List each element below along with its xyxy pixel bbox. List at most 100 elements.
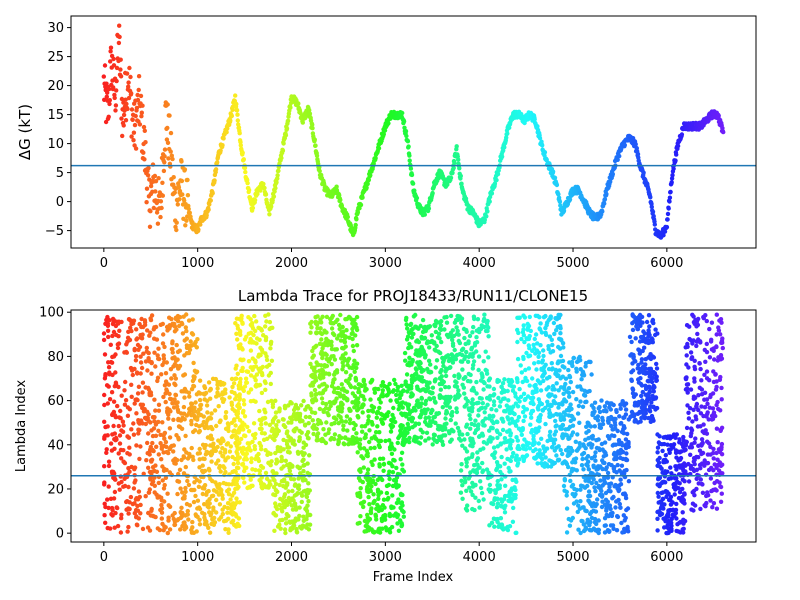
bottom-data-point xyxy=(151,426,157,431)
top-data-point xyxy=(288,105,293,110)
bottom-data-point xyxy=(252,313,257,319)
bottom-data-point xyxy=(362,529,367,534)
bottom-data-point xyxy=(204,423,209,428)
bottom-data-point xyxy=(426,358,432,363)
bottom-data-point xyxy=(504,403,509,408)
bottom-data-point xyxy=(145,525,151,530)
bottom-data-point xyxy=(402,350,408,356)
bottom-data-point xyxy=(172,373,177,378)
bottom-data-point xyxy=(226,428,231,434)
bottom-data-point xyxy=(138,444,143,449)
bottom-data-point xyxy=(241,451,246,456)
bottom-data-point xyxy=(513,530,518,536)
bottom-data-point xyxy=(149,459,154,464)
bottom-data-point xyxy=(182,338,187,343)
bottom-data-point xyxy=(317,341,323,346)
bottom-data-point xyxy=(282,403,288,409)
top-x-tick-label: 4000 xyxy=(463,256,496,271)
bottom-data-point xyxy=(190,519,195,525)
bottom-data-point xyxy=(421,325,427,330)
bottom-data-point xyxy=(245,424,250,430)
bottom-data-point xyxy=(275,489,280,494)
bottom-data-point xyxy=(116,423,122,429)
top-data-point xyxy=(337,193,342,198)
bottom-data-point xyxy=(502,526,508,531)
top-data-point xyxy=(451,165,456,171)
top-data-point xyxy=(485,209,490,214)
top-data-point xyxy=(119,116,124,121)
bottom-data-point xyxy=(252,444,257,449)
top-data-point xyxy=(556,192,561,197)
bottom-data-point xyxy=(377,464,382,469)
bottom-data-point xyxy=(243,433,248,439)
top-data-point xyxy=(215,160,220,165)
bottom-data-point xyxy=(197,517,202,522)
bottom-data-point xyxy=(413,312,418,318)
bottom-data-point xyxy=(123,379,128,385)
bottom-data-point xyxy=(307,453,312,458)
bottom-data-point xyxy=(526,366,532,371)
bottom-data-point xyxy=(438,387,443,392)
top-data-point xyxy=(455,154,460,159)
bottom-data-point xyxy=(200,463,205,468)
bottom-data-point xyxy=(249,459,254,465)
bottom-data-point xyxy=(271,477,276,482)
top-data-point xyxy=(121,112,127,118)
bottom-data-point xyxy=(129,427,134,432)
top-data-point xyxy=(127,65,132,71)
bottom-data-point xyxy=(279,466,284,471)
bottom-data-point xyxy=(329,343,334,348)
bottom-data-point xyxy=(156,452,161,457)
bottom-data-point xyxy=(156,408,162,413)
bottom-data-point xyxy=(185,456,191,461)
bottom-data-point xyxy=(450,360,456,365)
bottom-data-point xyxy=(306,499,311,504)
bottom-data-point xyxy=(326,340,331,346)
bottom-data-point xyxy=(336,322,342,328)
bottom-data-point xyxy=(486,325,491,330)
bottom-data-point xyxy=(311,353,316,358)
bottom-data-point xyxy=(256,451,261,457)
top-data-point xyxy=(617,153,622,159)
bottom-data-point xyxy=(217,502,223,507)
bottom-data-point xyxy=(221,464,226,469)
bottom-data-point xyxy=(190,454,195,459)
bottom-data-point xyxy=(463,457,469,462)
bottom-data-point xyxy=(260,486,265,491)
bottom-data-point xyxy=(150,433,156,439)
bottom-data-point xyxy=(281,483,286,489)
bottom-data-point xyxy=(381,468,386,473)
bottom-data-point xyxy=(366,414,371,419)
bottom-data-point xyxy=(156,356,161,361)
top-data-point xyxy=(128,74,133,80)
bottom-data-point xyxy=(198,412,204,418)
bottom-data-point xyxy=(142,318,148,323)
bottom-data-point xyxy=(354,314,360,320)
bottom-data-point xyxy=(253,378,258,383)
bottom-data-point xyxy=(299,418,305,424)
bottom-data-point xyxy=(327,400,332,405)
bottom-data-point xyxy=(223,527,228,532)
bottom-data-point xyxy=(246,359,252,364)
bottom-data-point xyxy=(263,410,268,415)
bottom-data-point xyxy=(315,436,320,442)
bottom-data-point xyxy=(108,441,114,446)
top-data-point xyxy=(141,124,147,130)
top-data-point xyxy=(144,200,149,205)
bottom-data-point xyxy=(237,405,242,411)
bottom-data-point xyxy=(377,430,382,435)
top-x-ticks: 0 1000 2000 3000 4000 5000 6000 xyxy=(100,248,683,271)
bottom-data-point xyxy=(185,512,190,517)
bottom-data-point xyxy=(178,515,184,520)
top-data-point xyxy=(146,165,151,171)
bottom-data-point xyxy=(148,330,153,335)
bottom-data-point xyxy=(381,462,387,467)
bottom-data-point xyxy=(244,465,249,470)
bottom-data-point xyxy=(558,447,563,453)
bottom-data-point xyxy=(109,512,114,517)
bottom-data-point xyxy=(143,421,148,427)
bottom-data-point xyxy=(491,402,497,408)
bottom-data-point xyxy=(126,511,131,516)
bottom-data-point xyxy=(286,420,291,425)
bottom-data-point xyxy=(338,312,343,318)
